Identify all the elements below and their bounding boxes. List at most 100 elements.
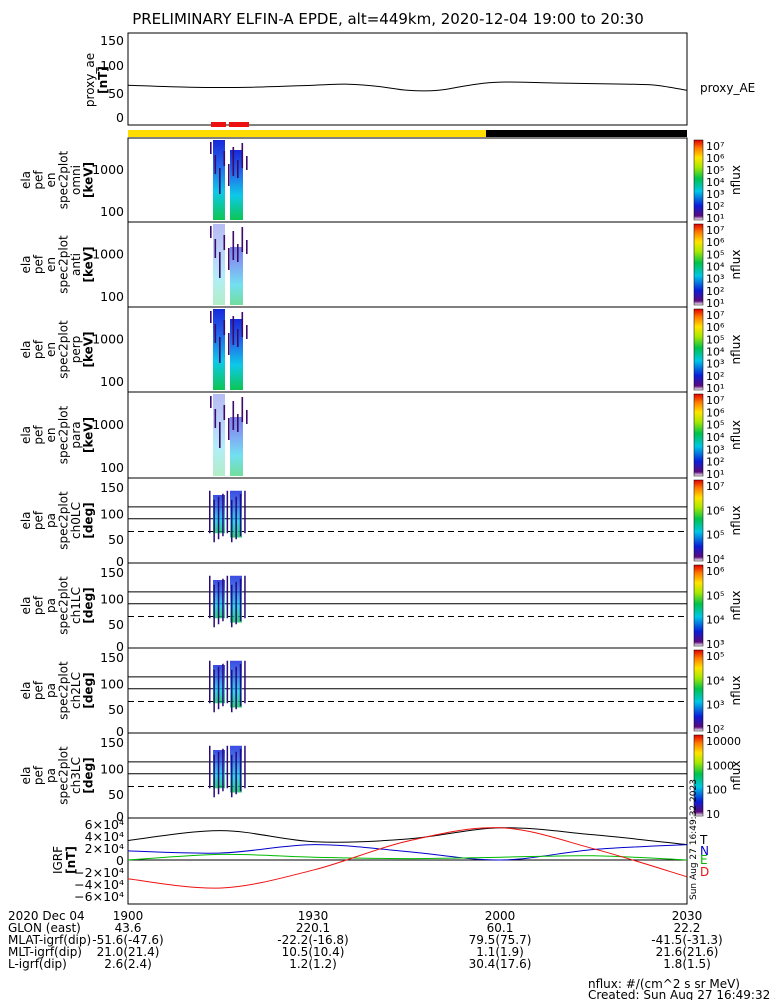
flux-streak — [246, 410, 248, 424]
footer-row-value: 21.0(21.4) — [97, 945, 160, 959]
panel-ytick: 0 — [116, 809, 124, 824]
panel-ytick: 100 — [100, 374, 124, 389]
flux-streak — [209, 575, 211, 619]
colorbar — [693, 308, 704, 391]
igrf-legend-d: D — [700, 865, 709, 879]
footer-row-value: 79.5(75.7) — [469, 933, 532, 947]
proxy-ae-yunit: [nT] — [96, 66, 110, 94]
panel-frame — [127, 306, 688, 393]
flux-streak — [210, 226, 212, 238]
flux-streak — [246, 240, 248, 254]
flux-streak — [246, 156, 248, 170]
flux-streak — [213, 584, 215, 628]
footer-row-value: 21.6(21.6) — [656, 945, 719, 959]
flux-streak — [217, 581, 220, 625]
footer-row-value: 1.1(1.9) — [476, 945, 524, 959]
flux-streak — [237, 329, 239, 347]
panel-ylabel-line: pa — [44, 598, 58, 613]
colorbar — [693, 479, 704, 562]
flux-streak — [231, 584, 233, 628]
colorbar-tick: 100 — [706, 784, 727, 797]
flux-streak — [228, 333, 230, 355]
footer-row-value: -41.5(-31.3) — [651, 933, 722, 947]
colorbar-tick: 10² — [706, 456, 724, 469]
flux-streak — [246, 325, 248, 339]
flux-streak — [239, 493, 242, 537]
flux-streak — [219, 337, 221, 363]
flux-patch — [230, 417, 243, 476]
panel-ytick: 1000 — [92, 417, 124, 432]
flux-streak — [232, 147, 235, 176]
colorbar-tick: 10⁶ — [706, 565, 725, 578]
panel-ylabel-line: pa — [44, 683, 58, 698]
flux-streak — [241, 227, 244, 252]
panel-ylabel-line: ela — [19, 340, 33, 358]
colorbar-tick: 10⁵ — [706, 419, 724, 432]
panel-ylabel-line: [deg] — [82, 502, 96, 538]
panel-ytick: 150 — [100, 565, 124, 580]
panel-frame — [127, 391, 688, 479]
igrf-ytick: 6×10⁴ — [85, 817, 124, 832]
panel-ytick: 50 — [108, 532, 124, 547]
panel-ytick: 50 — [108, 617, 124, 632]
flux-streak — [239, 578, 242, 622]
colorbar-tick: 10² — [706, 370, 724, 383]
flux-streak — [235, 666, 237, 710]
panel-ytick: 1000 — [92, 162, 124, 177]
panel-ylabel-line: ela — [19, 596, 33, 614]
colorbar-tick: 10⁶ — [706, 236, 725, 249]
flux-streak — [244, 660, 246, 704]
ae-ytick: 50 — [108, 86, 124, 101]
colorbar-tick: 10⁶ — [706, 504, 725, 517]
flux-streak — [214, 239, 217, 258]
panel-ylabel-line: en — [44, 428, 58, 443]
flux-streak — [241, 143, 244, 168]
igrf-line-t — [127, 827, 688, 846]
colorbar-tick: 10000 — [706, 735, 741, 748]
flux-streak — [244, 490, 246, 534]
colorbar-tick: 10¹ — [706, 468, 724, 481]
panel-ylabel-line: pef — [32, 510, 46, 530]
flux-streak — [210, 311, 212, 323]
colorbar — [693, 393, 704, 477]
panel-ylabel-line: spec2plot — [57, 235, 71, 294]
panel-ytick: 100 — [100, 204, 124, 219]
nflux-units: nflux: #/(cm^2 s sr MeV) — [588, 977, 740, 991]
panel-ylabel-line: spec2plot — [57, 405, 71, 464]
flux-streak — [213, 499, 215, 543]
panel-ytick: 100 — [100, 592, 124, 607]
created-stamp: Created: Sun Aug 27 16:49:32 2023 — [588, 988, 775, 1000]
flux-streak — [213, 669, 215, 713]
igrf-side-created: Sun Aug 27 16:49:32 2023 — [689, 779, 699, 900]
igrf-panel: IGRF [nT] 6×10⁴ 4×10⁴ 2×10⁴ 0 −2×10⁴ −4×… — [51, 779, 709, 905]
spectrogram-panel: elapefenspec2plotanti[keV]100010010⁷10⁶1… — [19, 221, 743, 310]
ae-ytick: 100 — [100, 58, 124, 73]
flux-streak — [228, 248, 230, 270]
panel-ylabel-line: ch3LC — [69, 757, 83, 794]
colorbar-tick: 10⁴ — [706, 261, 725, 274]
panel-ytick: 150 — [100, 650, 124, 665]
colorbar-tick: 10⁷ — [706, 394, 724, 407]
colorbar-tick: 10¹ — [706, 297, 724, 310]
colorbar-tick: 10⁴ — [706, 176, 725, 189]
footer-row-value: 2000 — [485, 909, 516, 923]
footer-row-label: L-igrf(dip) — [8, 957, 67, 971]
panel-ylabel-line: [keV] — [82, 246, 96, 282]
flux-streak — [209, 745, 211, 789]
chart-title: PRELIMINARY ELFIN-A EPDE, alt=449km, 202… — [132, 10, 644, 28]
flux-streak — [209, 660, 211, 704]
colorbar-tick: 10⁷ — [706, 309, 724, 322]
panel-ytick: 1000 — [92, 247, 124, 262]
panel-ylabel-line: pef — [32, 339, 46, 359]
panel-ylabel-line: anti — [69, 253, 83, 276]
colorbar-tick: 10⁴ — [706, 674, 725, 687]
sci-zone-marker — [211, 122, 226, 127]
igrf-ytick: 4×10⁴ — [85, 829, 124, 844]
flux-streak — [214, 324, 217, 343]
colorbar-tick: 10⁵ — [706, 589, 724, 602]
footer-row-label: MLT-igrf(dip) — [8, 945, 82, 959]
status-bar-yellow — [128, 130, 486, 137]
